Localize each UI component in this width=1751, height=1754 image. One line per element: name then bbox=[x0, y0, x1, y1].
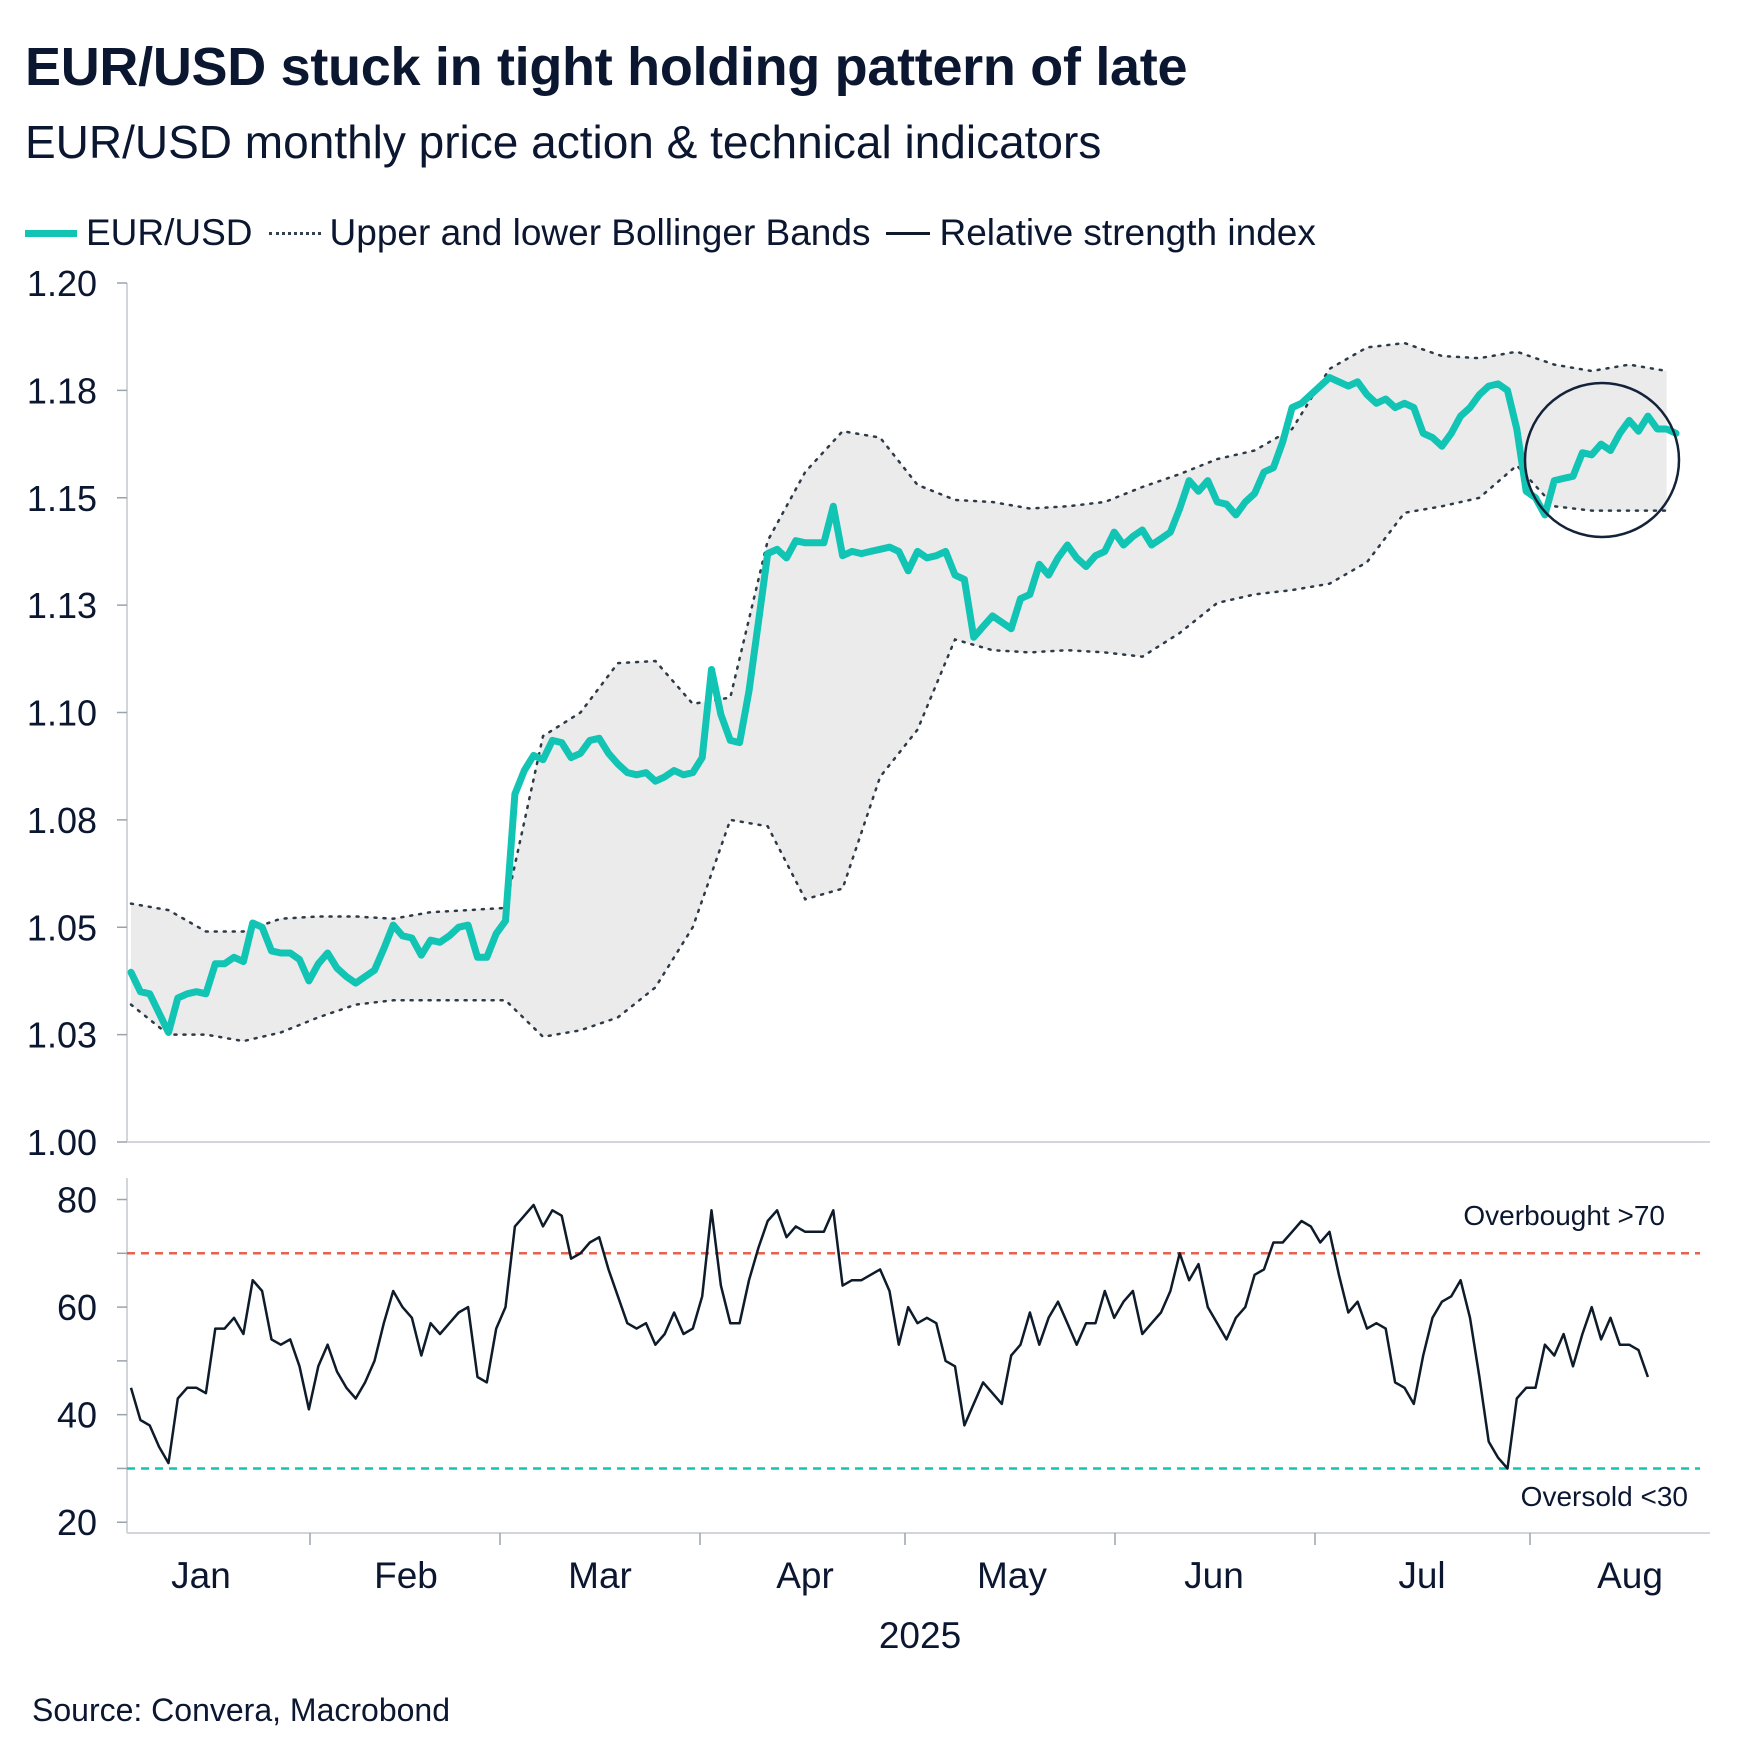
legend-label-rsi: Relative strength index bbox=[939, 212, 1316, 253]
legend-item-eurusd: EUR/USD bbox=[25, 212, 253, 254]
legend-item-bollinger: Upper and lower Bollinger Bands bbox=[268, 212, 871, 254]
chart-subtitle: EUR/USD monthly price action & technical… bbox=[25, 116, 1102, 168]
x-tick-label: May bbox=[977, 1555, 1047, 1596]
price-y-tick-label: 1.15 bbox=[27, 478, 97, 519]
legend: EUR/USD Upper and lower Bollinger Bands … bbox=[25, 208, 1332, 258]
price-y-tick-label: 1.18 bbox=[27, 370, 97, 411]
price-y-tick-label: 1.03 bbox=[27, 1015, 97, 1056]
price-y-tick-label: 1.05 bbox=[27, 907, 97, 948]
source-note: Source: Convera, Macrobond bbox=[32, 1692, 450, 1728]
bollinger-band-fill bbox=[131, 343, 1667, 1042]
highlight-circle bbox=[1523, 381, 1681, 539]
x-axis-label: 2025 bbox=[879, 1615, 961, 1656]
x-tick-label: Jan bbox=[171, 1555, 231, 1596]
x-tick-label: Jul bbox=[1398, 1555, 1445, 1596]
rsi-y-tick-label: 60 bbox=[57, 1287, 97, 1328]
chart-title: EUR/USD stuck in tight holding pattern o… bbox=[25, 37, 1188, 97]
x-tick-label: Feb bbox=[374, 1555, 438, 1596]
legend-swatch-rsi bbox=[886, 231, 931, 235]
price-y-tick-label: 1.08 bbox=[27, 800, 97, 841]
overbought-label: Overbought >70 bbox=[1463, 1200, 1665, 1231]
legend-label-eurusd: EUR/USD bbox=[86, 212, 253, 253]
x-tick-label: Jun bbox=[1184, 1555, 1244, 1596]
legend-label-bollinger: Upper and lower Bollinger Bands bbox=[329, 212, 871, 253]
lower-bollinger-band bbox=[129, 463, 1668, 1043]
x-tick-label: Aug bbox=[1597, 1555, 1663, 1596]
price-y-tick-label: 1.20 bbox=[27, 263, 97, 304]
oversold-label: Oversold <30 bbox=[1521, 1481, 1688, 1512]
legend-swatch-bollinger bbox=[268, 231, 321, 235]
rsi-line bbox=[129, 1203, 1650, 1470]
rsi-y-tick-label: 40 bbox=[57, 1395, 97, 1436]
price-y-tick-label: 1.00 bbox=[27, 1122, 97, 1163]
eurusd-line bbox=[127, 374, 1680, 1036]
price-y-tick-label: 1.13 bbox=[27, 585, 97, 626]
price-y-tick-label: 1.10 bbox=[27, 693, 97, 734]
x-tick-label: Apr bbox=[776, 1555, 834, 1596]
rsi-y-tick-label: 20 bbox=[57, 1502, 97, 1543]
legend-item-rsi: Relative strength index bbox=[886, 212, 1316, 254]
x-tick-label: Mar bbox=[568, 1555, 632, 1596]
rsi-y-tick-label: 80 bbox=[57, 1180, 97, 1221]
upper-bollinger-band bbox=[129, 341, 1668, 933]
legend-swatch-eurusd bbox=[25, 229, 77, 237]
